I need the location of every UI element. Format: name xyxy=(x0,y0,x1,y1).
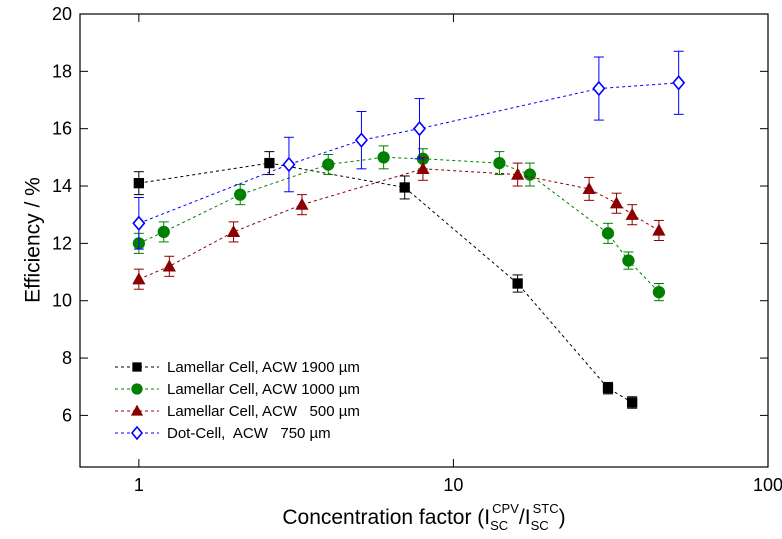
legend-label: Lamellar Cell, ACW 1900 µm xyxy=(167,359,360,376)
marker xyxy=(625,207,639,220)
marker xyxy=(295,197,309,210)
x-label-part: ) xyxy=(559,506,566,529)
y-tick-label: 18 xyxy=(52,61,72,81)
marker xyxy=(162,259,176,272)
plot-frame xyxy=(79,13,769,468)
series-line xyxy=(138,156,660,293)
marker xyxy=(130,404,144,416)
marker xyxy=(652,285,666,299)
x-label-sup: CPV xyxy=(492,501,519,516)
marker xyxy=(511,167,525,180)
marker xyxy=(609,196,624,209)
marker xyxy=(133,178,145,189)
marker xyxy=(354,132,368,148)
legend-label: Lamellar Cell, ACW 500 µm xyxy=(167,403,360,420)
x-label-sub: SC xyxy=(490,518,508,533)
x-label-part: /I xyxy=(519,506,531,529)
marker xyxy=(622,254,635,267)
legend-label: Lamellar Cell, ACW 1000 µm xyxy=(167,381,360,398)
y-tick-label: 6 xyxy=(62,405,72,425)
y-tick-label: 8 xyxy=(62,348,72,368)
marker xyxy=(130,425,144,441)
y-axis-label: Efficiency / % xyxy=(22,177,45,303)
marker xyxy=(377,151,390,164)
y-tick-label: 12 xyxy=(52,233,72,253)
marker xyxy=(132,272,146,285)
x-label-part: Concentration factor (I xyxy=(282,506,490,529)
marker xyxy=(523,168,537,181)
x-tick-label: 1 xyxy=(134,475,144,495)
marker xyxy=(132,215,146,232)
x-tick-label: 100 xyxy=(753,475,782,495)
y-tick-label: 16 xyxy=(52,119,72,139)
marker xyxy=(582,182,596,195)
series-line xyxy=(138,168,660,280)
marker xyxy=(132,362,142,372)
x-label-sup: STC xyxy=(533,501,559,516)
legend-label: Dot-Cell, ACW 750 µm xyxy=(167,425,331,442)
marker xyxy=(512,278,523,289)
marker xyxy=(226,225,241,238)
marker xyxy=(652,223,666,236)
marker xyxy=(412,120,427,137)
marker xyxy=(157,225,170,239)
y-tick-label: 14 xyxy=(52,176,72,196)
marker xyxy=(627,397,638,408)
series-line xyxy=(138,82,679,224)
marker xyxy=(416,161,430,174)
marker xyxy=(234,188,247,201)
marker xyxy=(672,75,686,91)
marker xyxy=(282,156,296,173)
marker xyxy=(399,182,410,193)
x-axis-label: Concentration factor (ISCCPV/ISCSTC) xyxy=(282,501,565,533)
x-tick-label: 10 xyxy=(443,475,463,495)
y-tick-label: 10 xyxy=(52,291,72,311)
marker xyxy=(602,383,614,394)
x-label-sub: SC xyxy=(531,518,549,533)
marker xyxy=(264,157,275,169)
marker xyxy=(601,227,615,240)
marker xyxy=(131,383,143,395)
marker xyxy=(493,156,506,170)
y-tick-label: 20 xyxy=(52,4,72,24)
marker xyxy=(322,158,335,171)
marker xyxy=(592,80,606,97)
